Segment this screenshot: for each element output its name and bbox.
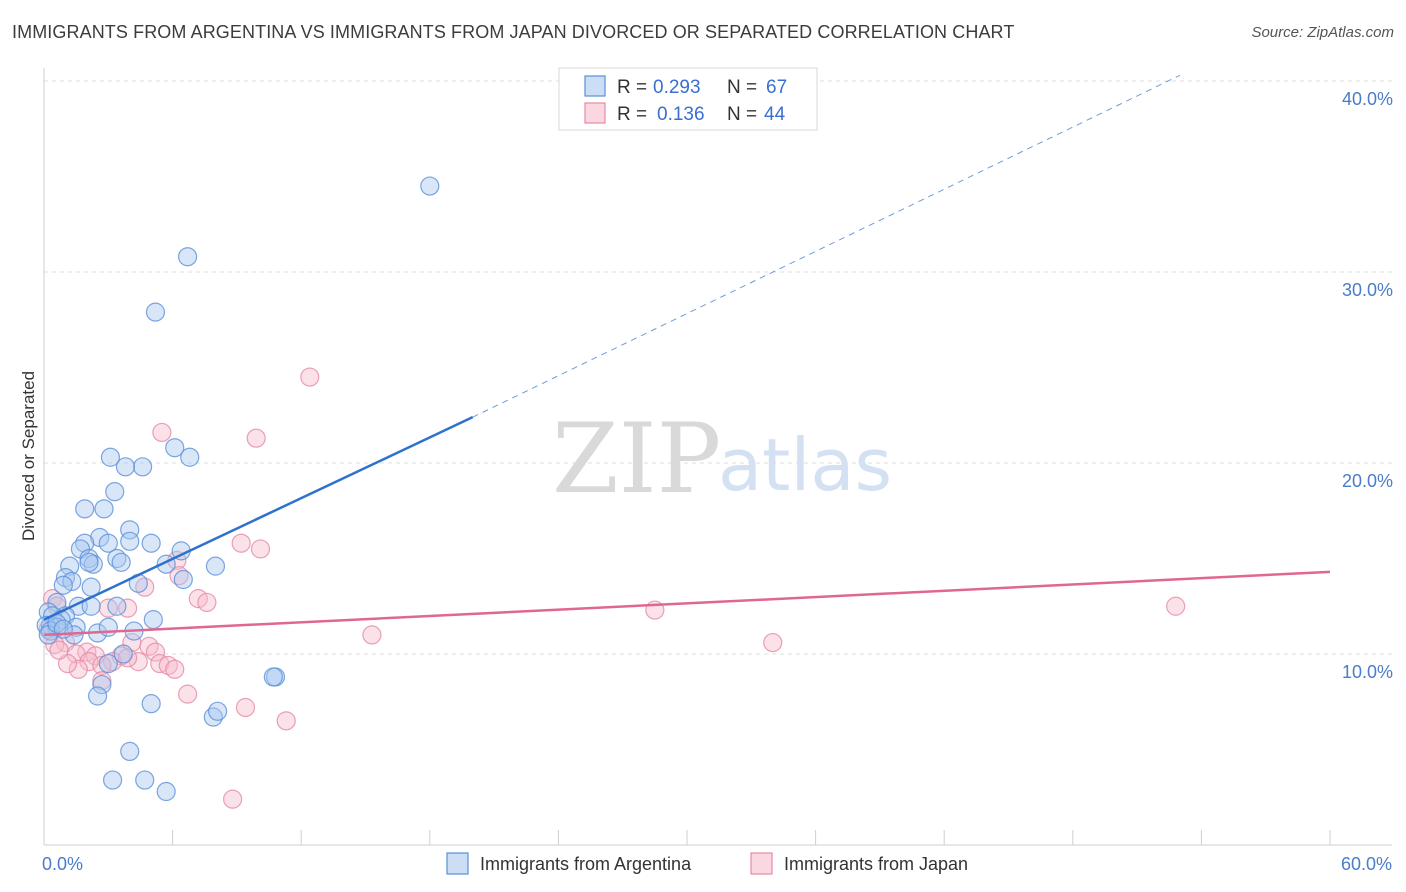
data-point-argentina: [120, 520, 140, 540]
data-point-japan: [763, 632, 783, 653]
bottom-legend-label-japan: Immigrants from Japan: [784, 854, 968, 874]
data-point-japan: [362, 625, 382, 645]
trend-line-argentina: [43, 416, 474, 621]
legend-n-value-japan: 44: [764, 104, 786, 125]
data-point-japan: [145, 642, 166, 662]
data-point-argentina: [98, 653, 118, 674]
data-point-argentina: [111, 552, 131, 572]
legend-r-value-japan: 0.136: [657, 104, 705, 125]
data-point-japan: [231, 533, 251, 553]
data-point-japan: [223, 789, 243, 809]
data-point-argentina: [420, 176, 440, 196]
trend-line-japan: [43, 570, 1331, 637]
data-point-argentina: [180, 447, 200, 467]
data-point-japan: [235, 697, 256, 718]
watermark: ZIP atlas: [552, 403, 892, 515]
data-point-japan: [128, 652, 148, 672]
data-point-argentina: [87, 686, 108, 706]
x-tick-label-max: 60.0%: [1341, 854, 1392, 874]
legend-r-label-argentina: R =: [617, 77, 647, 98]
y-tick-label-10: 10.0%: [1342, 662, 1393, 682]
data-point-argentina: [132, 457, 153, 477]
data-point-argentina: [145, 302, 166, 322]
x-tick-label-min: 0.0%: [42, 854, 83, 874]
data-point-japan: [178, 684, 198, 704]
y-tick-label-40: 40.0%: [1342, 89, 1393, 109]
bottom-legend: Immigrants from Argentina Immigrants fro…: [446, 852, 968, 875]
data-point-argentina: [113, 644, 133, 664]
data-point-japan: [250, 539, 271, 559]
data-point-japan: [246, 428, 266, 448]
data-point-argentina: [178, 247, 198, 267]
data-point-argentina: [94, 499, 114, 519]
data-point-argentina: [105, 482, 125, 502]
bottom-legend-swatch-argentina: [446, 852, 469, 875]
data-point-argentina: [205, 556, 226, 576]
data-point-argentina: [143, 610, 163, 630]
bottom-legend-label-argentina: Immigrants from Argentina: [480, 854, 692, 874]
trend-lines: [43, 74, 1331, 637]
data-point-japan: [1166, 596, 1186, 616]
data-point-japan: [57, 653, 78, 674]
data-point-argentina: [98, 617, 118, 637]
data-point-argentina: [98, 533, 118, 553]
data-point-argentina: [75, 499, 95, 519]
axes: [43, 68, 1392, 846]
grid-lines: [44, 80, 1392, 655]
data-point-argentina: [115, 457, 136, 477]
data-point-japan: [165, 659, 185, 679]
legend-swatch-argentina: [584, 75, 606, 97]
y-tick-labels: 10.0% 20.0% 30.0% 40.0%: [1342, 89, 1393, 682]
trend-line-argentina-extension: [472, 74, 1181, 418]
data-point-argentina: [107, 596, 127, 616]
data-point-argentina: [102, 770, 123, 790]
legend-n-label-japan: N =: [727, 104, 757, 125]
data-point-japan: [276, 711, 296, 731]
y-tick-label-20: 20.0%: [1342, 471, 1393, 491]
data-point-japan: [49, 640, 69, 660]
data-point-argentina: [141, 533, 161, 553]
legend-r-value-argentina: 0.293: [653, 77, 701, 98]
y-axis-label: Divorced or Separated: [19, 371, 38, 541]
legend-r-label-japan: R =: [617, 104, 647, 125]
data-point-japan: [79, 652, 99, 672]
data-point-argentina: [100, 447, 121, 467]
x-tick-labels: 0.0% 60.0%: [42, 854, 1392, 874]
legend-n-value-argentina: 67: [766, 77, 787, 98]
data-point-argentina: [60, 556, 80, 576]
data-point-argentina: [120, 741, 140, 762]
data-point-argentina: [165, 438, 185, 458]
watermark-atlas: atlas: [718, 423, 892, 507]
data-point-argentina: [208, 701, 228, 721]
data-point-argentina: [173, 569, 193, 590]
watermark-zip: ZIP: [552, 403, 721, 515]
y-tick-label-30: 30.0%: [1342, 280, 1393, 300]
chart-title: IMMIGRANTS FROM ARGENTINA VS IMMIGRANTS …: [12, 22, 1015, 42]
bottom-legend-swatch-japan: [750, 852, 773, 875]
data-point-argentina: [263, 667, 283, 687]
data-point-argentina: [135, 770, 155, 790]
series-japan-points: [38, 367, 1186, 809]
legend-n-label-argentina: N =: [727, 77, 757, 98]
data-point-argentina: [79, 552, 99, 572]
source-credit: Source: ZipAtlas.com: [1251, 24, 1394, 41]
legend-swatch-japan: [584, 102, 606, 124]
data-point-argentina: [92, 674, 112, 695]
data-point-argentina: [156, 781, 176, 802]
data-point-japan: [197, 592, 217, 613]
data-point-japan: [300, 367, 320, 387]
data-point-argentina: [53, 575, 73, 595]
data-point-argentina: [141, 694, 161, 714]
series-argentina-points: [36, 176, 440, 802]
data-point-japan: [152, 422, 172, 443]
top-legend: R = 0.293 N = 67 R = 0.136 N = 44: [558, 67, 818, 131]
data-point-argentina: [120, 531, 140, 551]
data-point-japan: [68, 659, 88, 679]
